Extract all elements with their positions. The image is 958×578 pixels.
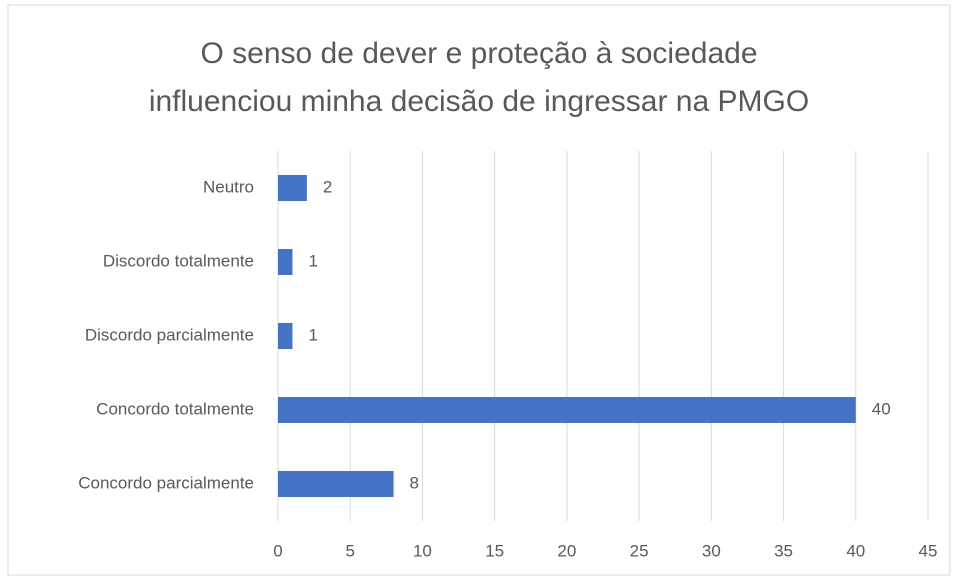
x-tick-label: 35 — [774, 541, 793, 560]
bar — [278, 471, 394, 497]
chart-title: O senso de dever e proteção à sociedade … — [148, 37, 810, 118]
data-label: 2 — [323, 177, 332, 196]
bar — [278, 249, 293, 275]
x-tick-label: 25 — [630, 541, 649, 560]
bar — [278, 175, 307, 201]
y-tick-label: Neutro — [203, 177, 254, 196]
x-tick-label: 0 — [273, 541, 282, 560]
x-tick-label: 45 — [919, 541, 938, 560]
data-label: 1 — [308, 251, 317, 270]
x-tick-label: 15 — [485, 541, 504, 560]
chart-border — [7, 4, 951, 576]
x-tick-label: 30 — [702, 541, 721, 560]
x-tick-label: 20 — [557, 541, 576, 560]
y-tick-label: Discordo totalmente — [103, 251, 254, 270]
bar — [278, 323, 293, 349]
x-tick-label: 5 — [345, 541, 354, 560]
data-label: 8 — [410, 473, 419, 492]
y-tick-label: Concordo totalmente — [96, 399, 254, 418]
y-tick-label: Discordo parcialmente — [85, 325, 254, 344]
x-tick-label: 10 — [413, 541, 432, 560]
data-label: 1 — [308, 325, 317, 344]
data-label: 40 — [872, 399, 891, 418]
bar — [278, 397, 856, 423]
y-tick-label: Concordo parcialmente — [78, 473, 254, 492]
x-tick-label: 40 — [846, 541, 865, 560]
